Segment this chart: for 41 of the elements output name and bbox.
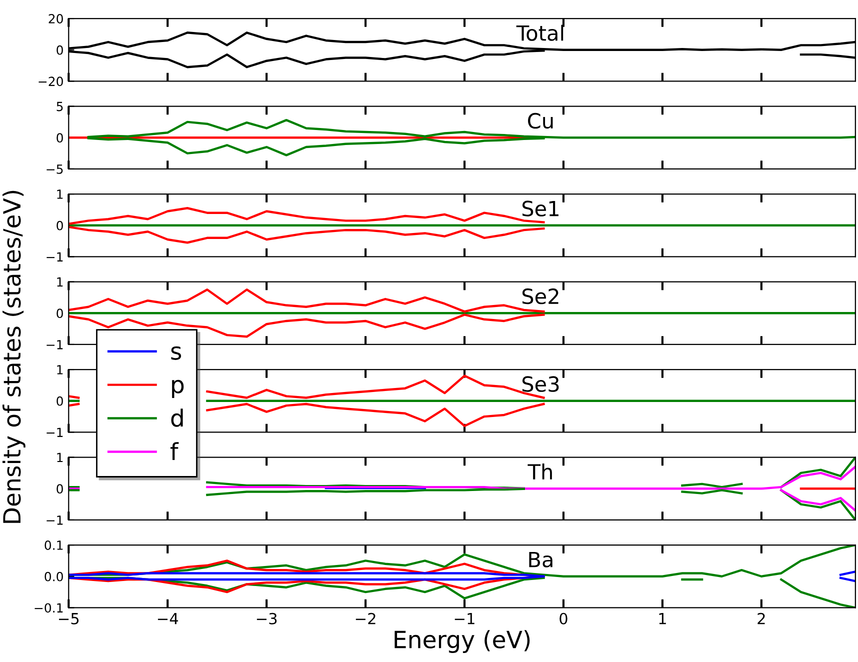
x-tick-label: −3 <box>256 612 277 624</box>
chart-title: Se2 <box>522 288 558 304</box>
x-tick-label: −2 <box>356 612 376 624</box>
y-tick-label: −0.1 <box>34 603 63 613</box>
y-tick-label: 0 <box>56 45 63 55</box>
y-tick-label: −1 <box>46 252 63 262</box>
y-tick-label: 1 <box>57 452 63 462</box>
chart-title: Cu <box>528 112 553 129</box>
x-tick-label: 0 <box>560 612 568 624</box>
x-tick-label: 2 <box>758 612 765 624</box>
chart-title: Total <box>516 24 564 41</box>
x-tick-label: −4 <box>158 613 178 624</box>
chart-title: Ba <box>529 552 552 568</box>
y-tick-label: −5 <box>46 164 63 174</box>
y-tick-label: 0 <box>56 133 63 143</box>
y-tick-label: 0 <box>56 396 63 406</box>
y-tick-label: 0.1 <box>44 540 63 550</box>
y-tick-label: −20 <box>38 76 63 86</box>
chart-title: Se1 <box>522 200 558 216</box>
chart-title: Th <box>528 464 552 480</box>
y-tick-label: −1 <box>46 340 63 350</box>
y-tick-label: 5 <box>56 102 63 112</box>
x-tick-label: 1 <box>659 613 666 624</box>
y-tick-label: 1 <box>57 277 63 287</box>
y-tick-label: −1 <box>46 428 63 437</box>
y-tick-label: 0 <box>56 220 63 230</box>
y-tick-label: 0 <box>56 484 63 494</box>
legend-label: d <box>171 408 183 427</box>
x-axis-title: Energy (eV) <box>394 630 530 653</box>
y-tick-label: 1 <box>57 190 63 199</box>
y-tick-label: −1 <box>46 516 63 525</box>
x-tick-label: −1 <box>454 613 474 624</box>
legend-label: s <box>171 346 182 360</box>
y-tick-label: 1 <box>57 365 63 374</box>
y-axis-title: Density of states (states/eV) <box>2 190 26 523</box>
legend-label: p <box>172 380 184 398</box>
y-tick-label: 0 <box>56 308 63 318</box>
chart-title: Se3 <box>522 376 559 392</box>
y-tick-label: 0.0 <box>44 572 63 582</box>
y-tick-label: 20 <box>48 14 63 24</box>
legend-label: f <box>170 442 179 460</box>
